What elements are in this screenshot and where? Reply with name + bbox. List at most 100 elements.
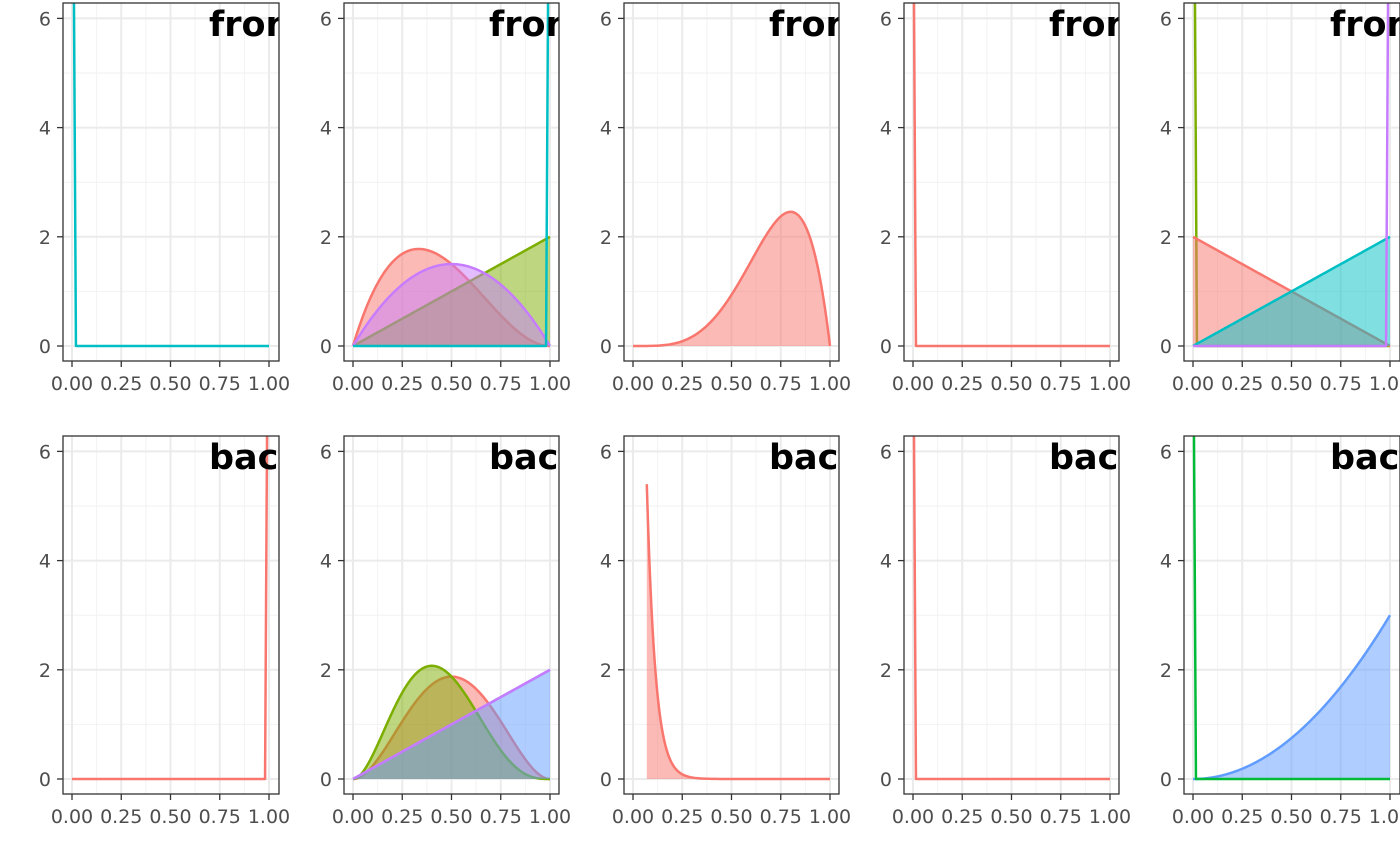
y-tick-label: 4 (880, 551, 892, 573)
density-line-1 (72, 436, 269, 781)
y-tick-label: 4 (39, 551, 51, 573)
y-tick-label: 2 (600, 227, 612, 249)
y-tick-label: 4 (39, 118, 51, 140)
density-line-1 (72, 3, 269, 348)
x-tick-label: 0.75 (1040, 806, 1082, 828)
x-tick-label: 0.25 (1221, 806, 1263, 828)
y-tick-label: 2 (880, 227, 892, 249)
y-tick-label: 0 (1160, 769, 1172, 791)
density-line-3 (1192, 235, 1391, 348)
x-tick-label: 0.00 (51, 373, 93, 395)
x-tick-label: 0.75 (480, 806, 522, 828)
y-tick-label: 6 (320, 441, 332, 463)
x-tick-label: 0.50 (710, 373, 752, 395)
density-line-4 (353, 3, 550, 348)
x-tick-label: 0.75 (760, 806, 802, 828)
y-tick-label: 2 (320, 227, 332, 249)
x-tick-label: 1.00 (1369, 373, 1400, 395)
panel-grid (63, 436, 279, 794)
x-tick-label: 0.00 (332, 373, 374, 395)
y-tick-label: 6 (1160, 8, 1172, 30)
y-tick-label: 2 (39, 227, 51, 249)
panel-series (352, 664, 551, 781)
x-tick-label: 0.00 (892, 806, 934, 828)
panel-6: back 0 2 4 6 0.00 0.25 0.50 0.75 1.00 (39, 435, 290, 828)
density-area-1 (646, 484, 830, 779)
x-tick-label: 0.25 (661, 806, 703, 828)
y-tick-label: 4 (1160, 118, 1172, 140)
x-tick-label: 0.25 (100, 373, 142, 395)
x-tick-label: 0.50 (430, 373, 472, 395)
x-tick-label: 0.00 (892, 373, 934, 395)
x-tick-label: 0.50 (149, 806, 191, 828)
y-tick-label: 4 (320, 551, 332, 573)
x-tick-label: 0.00 (1172, 373, 1214, 395)
x-tick-label: 1.00 (529, 373, 571, 395)
panel-4: front 0 2 4 6 0.00 0.25 0.50 0.75 1.00 (880, 2, 1131, 395)
y-tick-label: 6 (1160, 441, 1172, 463)
panel-title: front (209, 5, 307, 45)
y-tick-label: 0 (880, 336, 892, 358)
y-tick-label: 6 (320, 8, 332, 30)
panel-grid (904, 3, 1119, 361)
panel-series (912, 436, 1110, 781)
density-line-1 (912, 436, 1110, 781)
x-tick-label: 0.75 (760, 373, 802, 395)
panel-7: back 0 2 4 6 0.00 0.25 0.50 0.75 1.00 (320, 435, 571, 828)
x-tick-label: 0.75 (1320, 806, 1362, 828)
panel-8: back 0 2 4 6 0.00 0.25 0.50 0.75 1.00 (600, 435, 851, 828)
x-tick-label: 0.00 (51, 806, 93, 828)
panel-series (1192, 436, 1392, 781)
x-tick-label: 0.50 (149, 373, 191, 395)
y-tick-label: 4 (600, 551, 612, 573)
y-tick-label: 0 (600, 336, 612, 358)
panel-series (645, 484, 831, 781)
x-tick-label: 0.50 (990, 373, 1032, 395)
panel-series (351, 3, 552, 348)
y-tick-label: 0 (39, 769, 51, 791)
panel-9: back 0 2 4 6 0.00 0.25 0.50 0.75 1.00 (880, 435, 1131, 828)
density-line-1 (912, 3, 1110, 348)
y-tick-label: 4 (1160, 551, 1172, 573)
x-tick-label: 1.00 (1369, 806, 1400, 828)
x-tick-label: 0.25 (381, 806, 423, 828)
panel-series (912, 3, 1110, 348)
panel-10: back 0 2 4 6 0.00 0.25 0.50 0.75 1.00 (1160, 435, 1400, 828)
x-tick-label: 0.00 (332, 806, 374, 828)
density-area-1 (633, 211, 830, 346)
panel-series (72, 3, 269, 348)
panel-2: front 0 2 4 6 0.00 0.25 0.50 0.75 1.00 (320, 2, 587, 395)
density-line-4 (352, 668, 551, 781)
x-tick-label: 0.50 (710, 806, 752, 828)
y-tick-label: 6 (39, 441, 51, 463)
y-tick-label: 0 (600, 769, 612, 791)
x-tick-label: 0.50 (1270, 806, 1312, 828)
y-tick-label: 6 (600, 8, 612, 30)
x-tick-label: 0.75 (199, 373, 241, 395)
x-tick-label: 1.00 (529, 806, 571, 828)
y-tick-label: 4 (880, 118, 892, 140)
x-tick-label: 0.25 (381, 373, 423, 395)
y-tick-label: 6 (39, 8, 51, 30)
panel-title: front (489, 5, 587, 45)
y-tick-label: 4 (320, 118, 332, 140)
y-tick-label: 6 (600, 441, 612, 463)
x-tick-label: 1.00 (1089, 806, 1131, 828)
y-tick-label: 0 (1160, 336, 1172, 358)
panel-series (72, 436, 269, 781)
y-tick-label: 2 (1160, 660, 1172, 682)
x-tick-label: 0.00 (612, 806, 654, 828)
y-tick-label: 4 (600, 118, 612, 140)
x-tick-label: 1.00 (248, 806, 290, 828)
y-tick-label: 2 (600, 660, 612, 682)
x-tick-label: 0.25 (1221, 373, 1263, 395)
x-tick-label: 0.75 (1040, 373, 1082, 395)
x-tick-label: 0.00 (1172, 806, 1214, 828)
x-tick-label: 0.25 (661, 373, 703, 395)
density-line-2 (1192, 436, 1390, 781)
x-tick-label: 0.75 (199, 806, 241, 828)
panel-title: front (1330, 5, 1400, 45)
panel-1: front 0 2 4 6 0.00 0.25 0.50 0.75 1.00 (39, 2, 307, 395)
density-line-1 (632, 210, 832, 348)
